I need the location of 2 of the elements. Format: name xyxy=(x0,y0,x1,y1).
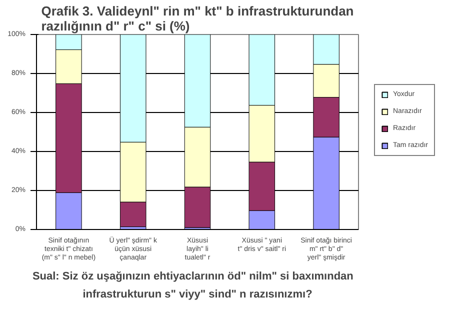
chart-title: Qrafik 3. Valideynl" rin m" kt" b infrastrukturundan razılığının d" r" c" si (%) xyxy=(41,4,354,34)
text: Sual: Siz öz uşağınızın ehtiyaclarının öd" nilm" si baxımından infrastrukturun s" viyy" sind" n razısınızmı? xyxy=(32,270,354,300)
